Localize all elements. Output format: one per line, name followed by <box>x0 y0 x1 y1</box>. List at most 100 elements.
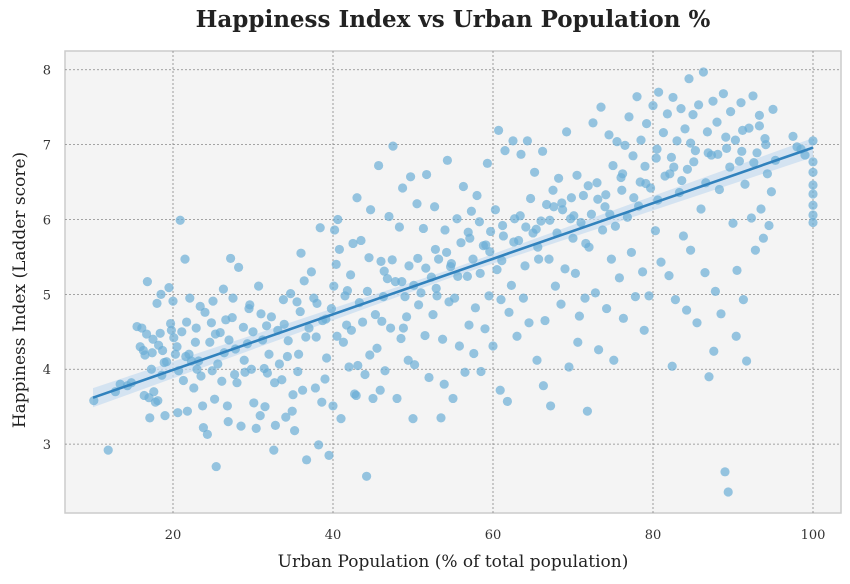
data-point <box>222 401 232 411</box>
data-point <box>521 222 531 232</box>
data-point <box>254 281 264 291</box>
data-point <box>377 316 387 326</box>
data-point <box>376 256 386 267</box>
data-point <box>664 271 674 281</box>
data-point <box>550 281 561 291</box>
data-point <box>328 401 338 411</box>
data-point <box>164 283 174 293</box>
data-point <box>464 320 474 330</box>
data-point <box>189 383 199 393</box>
data-point <box>644 291 654 301</box>
data-point <box>722 143 732 153</box>
data-point <box>689 157 699 167</box>
data-point <box>486 226 496 237</box>
data-point <box>224 335 234 345</box>
data-point <box>302 455 312 465</box>
data-point <box>536 216 546 226</box>
data-point <box>175 215 185 225</box>
data-point <box>708 96 718 106</box>
data-point <box>418 223 428 234</box>
data-point <box>372 343 382 353</box>
data-point <box>390 277 400 287</box>
data-point <box>198 401 208 411</box>
data-point <box>686 245 696 255</box>
data-point <box>736 98 746 108</box>
data-point <box>709 346 719 356</box>
data-point <box>569 211 579 221</box>
data-point <box>742 356 752 366</box>
data-point <box>421 263 431 273</box>
data-point <box>690 145 701 156</box>
data-point <box>249 398 259 408</box>
data-point <box>766 187 777 197</box>
data-point <box>358 317 368 327</box>
data-point <box>404 261 414 271</box>
data-point <box>728 218 738 228</box>
data-point <box>283 336 293 346</box>
data-point <box>800 150 810 160</box>
data-point <box>375 385 385 395</box>
data-point <box>682 305 692 315</box>
data-point <box>596 102 606 112</box>
data-point <box>490 205 500 215</box>
data-point <box>185 293 195 303</box>
data-point <box>298 385 308 395</box>
data-point <box>382 274 392 284</box>
data-point <box>676 104 686 114</box>
data-point <box>554 173 564 183</box>
data-point <box>558 205 568 215</box>
data-point <box>456 238 466 248</box>
data-point <box>294 349 304 359</box>
data-point <box>498 220 508 231</box>
data-point <box>238 322 248 332</box>
data-point <box>320 374 330 384</box>
data-point <box>540 315 550 326</box>
data-point <box>548 185 558 195</box>
data-point <box>608 160 618 171</box>
data-point <box>710 286 721 296</box>
data-point <box>217 376 227 386</box>
data-point <box>731 331 741 341</box>
y-tick-label: 6 <box>43 213 51 228</box>
data-point <box>700 268 710 278</box>
data-point <box>492 265 502 275</box>
data-point <box>488 341 498 351</box>
data-point <box>239 355 249 365</box>
data-point <box>624 112 634 122</box>
data-point <box>365 350 375 360</box>
data-point <box>146 364 156 374</box>
data-point <box>406 172 416 182</box>
data-point <box>668 92 678 103</box>
data-point <box>196 371 206 381</box>
data-point <box>366 205 376 215</box>
data-point <box>374 160 384 171</box>
data-point <box>380 366 390 376</box>
data-point <box>259 363 269 374</box>
chart-title: Happiness Index vs Urban Population % <box>195 6 711 33</box>
data-point <box>617 185 627 195</box>
data-point <box>248 327 258 337</box>
data-point <box>170 349 180 359</box>
data-point <box>612 137 622 147</box>
data-point <box>721 132 731 142</box>
data-point <box>652 144 662 154</box>
data-point <box>270 420 280 430</box>
data-point <box>213 359 223 369</box>
data-point <box>352 193 362 203</box>
data-point <box>228 293 238 303</box>
data-point <box>446 259 456 269</box>
data-point <box>166 325 176 335</box>
data-point <box>299 276 309 286</box>
data-point <box>568 233 578 243</box>
y-tick-label: 3 <box>43 438 51 453</box>
data-point <box>656 257 666 267</box>
data-point <box>360 369 370 380</box>
data-point <box>586 209 597 219</box>
data-point <box>639 325 649 335</box>
data-point <box>658 128 669 138</box>
plot-area-background <box>64 50 842 514</box>
data-point <box>312 298 322 308</box>
y-tick-label: 5 <box>43 288 51 303</box>
data-point <box>438 334 448 344</box>
data-point <box>732 265 742 275</box>
